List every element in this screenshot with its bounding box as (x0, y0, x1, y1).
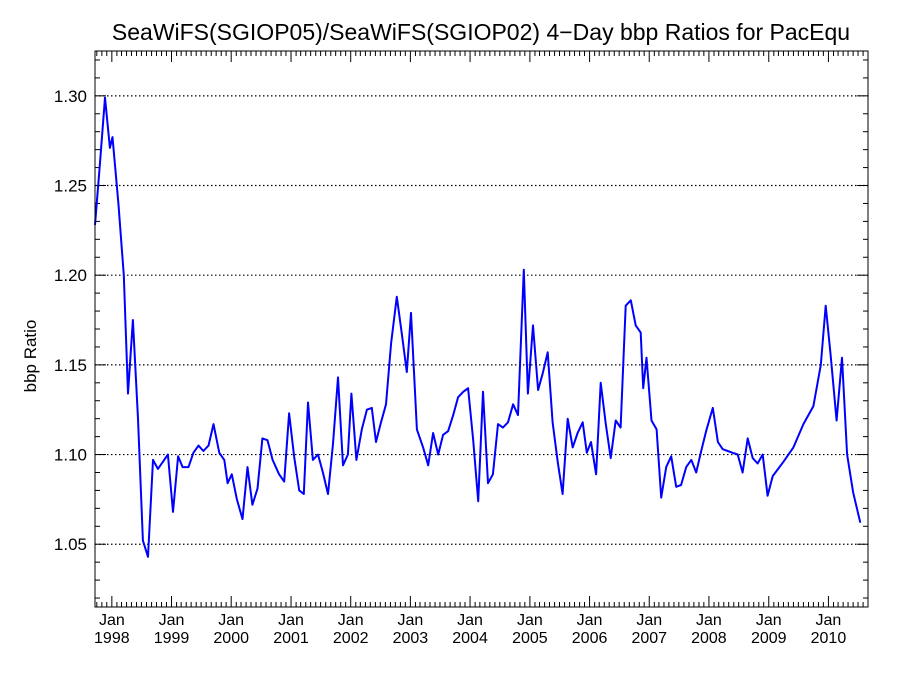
y-axis-label: bbp Ratio (21, 320, 40, 393)
series-line (95, 98, 860, 557)
x-tick-month-label: Jan (696, 612, 722, 629)
x-tick-month-label: Jan (338, 612, 364, 629)
plot-frame (95, 51, 868, 607)
x-tick-year-label: 2004 (452, 630, 488, 647)
y-tick-label: 1.25 (54, 177, 87, 196)
x-tick-month-label: Jan (577, 612, 603, 629)
x-tick-year-label: 2002 (333, 630, 369, 647)
x-tick-year-label: 2007 (631, 630, 667, 647)
y-tick-label: 1.30 (54, 87, 87, 106)
x-tick-month-label: Jan (517, 612, 543, 629)
series-layer (95, 98, 860, 557)
x-tick-year-label: 1999 (154, 630, 190, 647)
x-tick-year-label: 2010 (811, 630, 847, 647)
x-tick-month-label: Jan (278, 612, 304, 629)
x-tick-year-label: 2000 (213, 630, 249, 647)
x-tick-year-label: 2003 (393, 630, 429, 647)
x-tick-month-label: Jan (636, 612, 662, 629)
x-tick-year-label: 2005 (512, 630, 548, 647)
x-tick-year-label: 1998 (94, 630, 130, 647)
gridlines (95, 96, 868, 544)
x-tick-month-label: Jan (218, 612, 244, 629)
x-tick-month-label: Jan (99, 612, 125, 629)
y-tick-label: 1.15 (54, 356, 87, 375)
x-tick-month-label: Jan (756, 612, 782, 629)
x-tick-month-label: Jan (397, 612, 423, 629)
x-tick-month-label: Jan (457, 612, 483, 629)
y-tick-label: 1.05 (54, 535, 87, 554)
y-tick-labels: 1.05 1.10 1.15 1.20 1.25 1.30 (54, 87, 87, 554)
axis-ticks (95, 51, 868, 607)
x-tick-labels: Jan1998Jan1999Jan2000Jan2001Jan2002Jan20… (94, 612, 846, 647)
x-tick-year-label: 2006 (572, 630, 608, 647)
x-tick-year-label: 2009 (751, 630, 787, 647)
x-tick-month-label: Jan (816, 612, 842, 629)
y-tick-label: 1.10 (54, 446, 87, 465)
x-tick-year-label: 2008 (691, 630, 727, 647)
y-tick-label: 1.20 (54, 266, 87, 285)
x-tick-year-label: 2001 (273, 630, 309, 647)
x-tick-month-label: Jan (159, 612, 185, 629)
chart-title: SeaWiFS(SGIOP05)/SeaWiFS(SGIOP02) 4−Day … (112, 19, 850, 45)
